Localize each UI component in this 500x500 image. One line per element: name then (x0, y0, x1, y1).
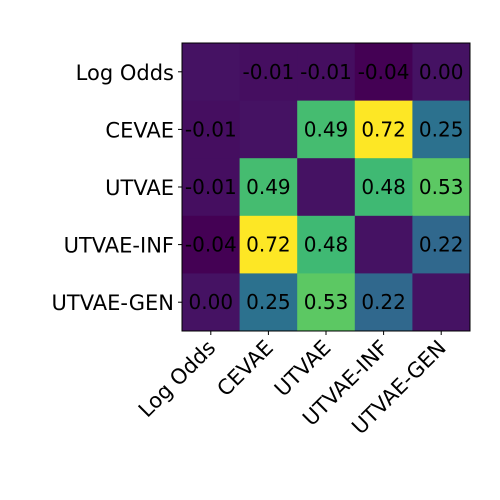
heatmap-cell (239, 43, 298, 102)
cell-value-label: 0.22 (419, 233, 464, 257)
heatmap-cell (297, 100, 356, 159)
cell-value-label: 0.53 (419, 175, 464, 199)
cell-value-label: 0.53 (304, 290, 349, 314)
cell-value-label: -0.04 (358, 60, 410, 84)
heatmap-cell (412, 43, 471, 102)
cell-value-label: 0.48 (304, 233, 349, 257)
cell-value-label: 0.48 (361, 175, 406, 199)
axis-ticks (178, 71, 442, 335)
heatmap-cell (239, 273, 298, 332)
heatmap-cell (239, 100, 298, 159)
heatmap-cell (239, 158, 298, 217)
heatmap-cell (297, 158, 356, 217)
cell-value-label: 0.49 (246, 175, 291, 199)
heatmap-cell (297, 215, 356, 274)
cell-value-labels: -0.01 -0.01 -0.04 0.00-0.01 0.49 0.72 0.25-0.0… (185, 60, 464, 314)
heatmap-cell (354, 100, 413, 159)
cell-value-label: -0.04 (185, 233, 237, 257)
heatmap-cell (297, 43, 356, 102)
heatmap-cell (354, 273, 413, 332)
cell-value-label: -0.01 (185, 175, 237, 199)
cell-value-label: 0.00 (189, 290, 234, 314)
heatmap-cells (182, 43, 471, 332)
y-tick-label: CEVAE (105, 118, 174, 142)
cell-value-label: -0.01 (185, 117, 237, 141)
y-tick-label: UTVAE-INF (64, 234, 174, 258)
cell-value-label: 0.72 (361, 117, 406, 141)
cell-value-label: 0.22 (361, 290, 406, 314)
heatmap-cell (412, 215, 471, 274)
heatmap-cell (182, 273, 241, 332)
x-tick-label: CEVAE (212, 336, 277, 401)
heatmap-cell (182, 100, 241, 159)
cell-value-label: 0.72 (246, 233, 291, 257)
cell-value-label: 0.00 (419, 60, 464, 84)
heatmap-cell (239, 215, 298, 274)
y-tick-label: UTVAE-GEN (52, 291, 174, 315)
y-tick-label: UTVAE (105, 176, 174, 200)
cell-value-label: 0.49 (304, 117, 349, 141)
cell-value-label: -0.01 (300, 60, 352, 84)
heatmap-cell (412, 273, 471, 332)
heatmap-cell (182, 158, 241, 217)
heatmap-cell (354, 215, 413, 274)
x-tick-label: Log Odds (134, 336, 220, 422)
cell-value-label: -0.01 (243, 60, 295, 84)
heatmap-cell (182, 43, 241, 102)
heatmap-cell (182, 215, 241, 274)
heatmap-cell (297, 273, 356, 332)
heatmap-cell (412, 100, 471, 159)
heatmap-cell (412, 158, 471, 217)
heatmap-cell (354, 43, 413, 102)
y-tick-labels: Log Odds CEVAE UTVAE UTVAE-INF UTVAE-GEN (52, 61, 174, 315)
cell-value-label: 0.25 (246, 290, 291, 314)
cell-value-label: 0.25 (419, 117, 464, 141)
heatmap-cell (354, 158, 413, 217)
y-tick-label: Log Odds (76, 61, 174, 85)
